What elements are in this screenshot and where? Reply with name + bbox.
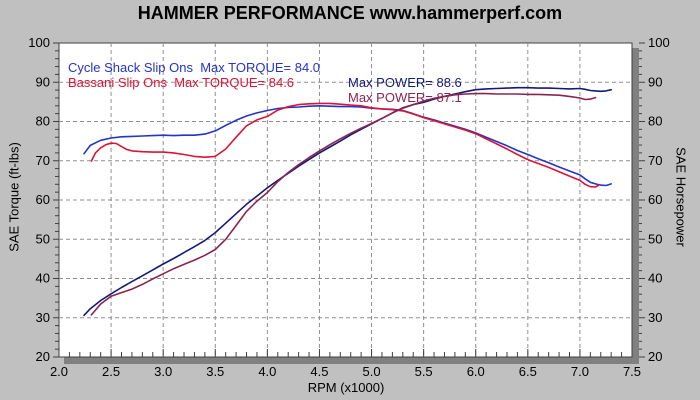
x-tick-label: 4.5 <box>310 364 328 379</box>
y-tick-label-right: 20 <box>648 349 662 364</box>
x-tick-label: 2.0 <box>50 364 68 379</box>
x-tick-label: 6.5 <box>519 364 537 379</box>
y-tick-label-left: 80 <box>36 114 50 129</box>
y-tick-label-left: 70 <box>36 153 50 168</box>
y-axis-title-torque: SAE Torque (ft-lbs) <box>6 142 22 252</box>
y-tick-label-right: 30 <box>648 310 662 325</box>
y-tick-label-left: 20 <box>36 349 50 364</box>
y-tick-label-left: 60 <box>36 192 50 207</box>
x-tick-label: 6.0 <box>467 364 485 379</box>
y-tick-label-right: 40 <box>648 271 662 286</box>
bassani-torque-curve <box>90 102 600 188</box>
y-tick-label-right: 100 <box>648 35 670 50</box>
x-tick-label: 4.0 <box>258 364 276 379</box>
y-tick-label-left: 30 <box>36 310 50 325</box>
y-tick-label-right: 70 <box>648 153 662 168</box>
y-tick-label-left: 100 <box>28 35 50 50</box>
x-tick-label: 7.5 <box>623 364 641 379</box>
x-tick-label: 5.5 <box>415 364 433 379</box>
y-tick-label-right: 60 <box>648 192 662 207</box>
x-tick-label: 2.5 <box>102 364 120 379</box>
x-tick-label: 3.0 <box>154 364 172 379</box>
x-tick-label: 3.5 <box>206 364 224 379</box>
y-tick-label-left: 50 <box>36 231 50 246</box>
x-tick-label: 7.0 <box>571 364 589 379</box>
y-axis-title-horsepower: SAE Horsepower <box>673 147 689 247</box>
page-title: HAMMER PERFORMANCE www.hammerperf.com <box>137 3 563 23</box>
y-tick-label-right: 80 <box>648 114 662 129</box>
cycle-shack-power-curve <box>83 86 613 317</box>
y-tick-label-left: 40 <box>36 271 50 286</box>
x-axis-title-rpm: RPM (x1000) <box>307 380 385 395</box>
y-tick-label-left: 90 <box>36 74 50 89</box>
cycle-shack-torque-curve <box>83 105 613 187</box>
y-tick-label-right: 90 <box>648 74 662 89</box>
x-tick-label: 5.0 <box>363 364 381 379</box>
y-tick-label-right: 50 <box>648 231 662 246</box>
bassani-power-curve <box>90 92 597 316</box>
